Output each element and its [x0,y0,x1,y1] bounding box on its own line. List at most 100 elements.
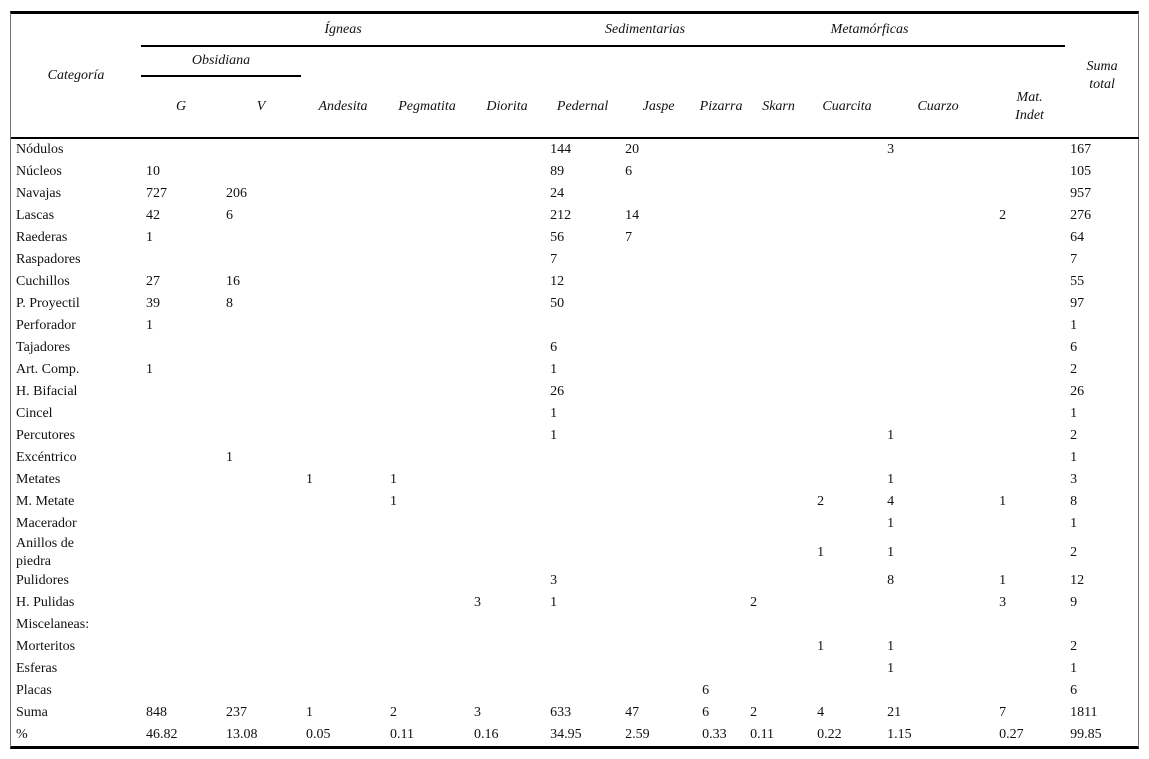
cell-pegmatita [385,161,469,183]
cell-pedernal: 144 [545,137,621,161]
cell-pizarra [697,469,745,491]
cell-jaspe: 47 [625,705,640,721]
cell-mat-indet [994,680,1065,702]
cell-skarn [745,359,812,381]
cell-pizarra [697,447,745,469]
table-row: Anillos de piedra 1 1 2 [11,535,1139,570]
cell-v [221,227,301,249]
cell-g [141,447,221,469]
cell-cuarcita [812,137,883,161]
cell-jaspe [620,381,697,403]
row-label-text: P. Proyectil [16,296,80,312]
cell-g [141,249,221,271]
cell-cuarcita [812,227,882,249]
cell-pizarra [697,403,745,425]
row-sum: 6 [1070,340,1078,356]
column-header-row: G V Andesita Pegmatita Diorita Pedernal … [11,76,1139,138]
cell-cuarcita [812,614,882,636]
cell-g: 1 [146,230,153,246]
cell-pedernal [545,315,620,337]
cell-pizarra [697,658,745,680]
cell-andesita [301,359,385,381]
cell-skarn [745,570,812,592]
cell-v: 6 [226,208,233,224]
row-label: Suma [11,702,141,724]
cell-pedernal: 1 [550,595,558,611]
cell-pedernal: 633 [550,705,572,721]
table-row: H. Pulidas 3 1 2 3 9 [11,592,1139,614]
table-row: Macerador 1 1 [11,513,1139,535]
cell-andesita [301,513,385,535]
row-sum: 1811 [1070,705,1098,721]
row-sum: 2 [1070,362,1078,378]
cell-andesita [301,403,385,425]
cell-cuarzo: 3 [882,137,995,161]
cell-mat-indet [994,425,1065,447]
table-row: Miscelaneas: [11,614,1139,636]
row-sum: 6 [1070,683,1078,699]
row-label-text: Placas [16,683,52,699]
row-label-text: M. Metate [16,494,75,510]
cell-pizarra [697,183,745,205]
cell-diorita [469,614,545,636]
col-header-mat-indet: Mat. Indet [1015,90,1044,123]
cell-cuarcita [812,183,882,205]
cell-pizarra [697,227,745,249]
cell-andesita [301,570,385,592]
cell-g [141,614,221,636]
cell-pegmatita [385,535,469,570]
cell-andesita [301,636,385,658]
cell-mat-indet: 3 [999,595,1007,611]
cell-mat-indet [994,271,1065,293]
row-sum: 2 [1070,639,1078,655]
row-sum: 2 [1070,428,1078,444]
col-header-pegmatita: Pegmatita [398,98,456,114]
cell-pizarra [697,293,745,315]
cell-pegmatita [385,183,469,205]
cell-pegmatita [385,381,469,403]
cell-pegmatita [385,205,469,227]
cell-cuarzo: 1 [887,516,895,532]
cell-pedernal: 1 [550,362,558,378]
cell-pedernal: 12 [550,274,565,290]
cell-skarn [745,614,812,636]
cell-cuarzo [882,183,994,205]
cell-v [221,337,301,359]
table-row: Placas 6 6 [11,680,1139,702]
row-sum: 3 [1070,472,1078,488]
cell-g [141,592,221,614]
cell-pizarra [697,513,745,535]
row-sum: 8 [1070,494,1078,510]
cell-v [221,469,301,491]
cell-jaspe [620,271,697,293]
cell-pedernal: 7 [550,252,558,268]
cell-diorita [469,271,545,293]
cell-diorita [469,137,546,161]
table-frame: Categoría Ígneas Sedimentarias Metamórfi… [10,11,1140,749]
cell-pedernal [545,535,620,570]
row-sum: 9 [1070,595,1078,611]
cell-v [221,359,301,381]
cell-pedernal [545,491,620,513]
cell-mat-indet: 1 [999,573,1007,589]
row-label-text: Miscelaneas: [16,617,90,633]
cell-g [141,469,221,491]
cell-skarn [745,227,812,249]
cell-pizarra [697,381,745,403]
cell-cuarzo [882,227,994,249]
table-row: Tajadores 6 6 [11,337,1139,359]
cell-cuarcita [812,403,882,425]
cell-cuarcita [812,359,882,381]
cell-v [221,491,301,513]
row-label: Art. Comp. [11,359,141,381]
cell-pegmatita: 1 [390,472,397,488]
cell-mat-indet [994,161,1065,183]
cell-pegmatita [385,403,469,425]
row-label: Núcleos [11,161,141,183]
cell-andesita [301,227,385,249]
group-header-sedimentarias: Sedimentarias [545,14,746,47]
cell-cuarcita [812,337,882,359]
cell-mat-indet: 0.27 [999,727,1024,743]
cell-pegmatita [385,447,469,469]
cell-pedernal [545,447,620,469]
